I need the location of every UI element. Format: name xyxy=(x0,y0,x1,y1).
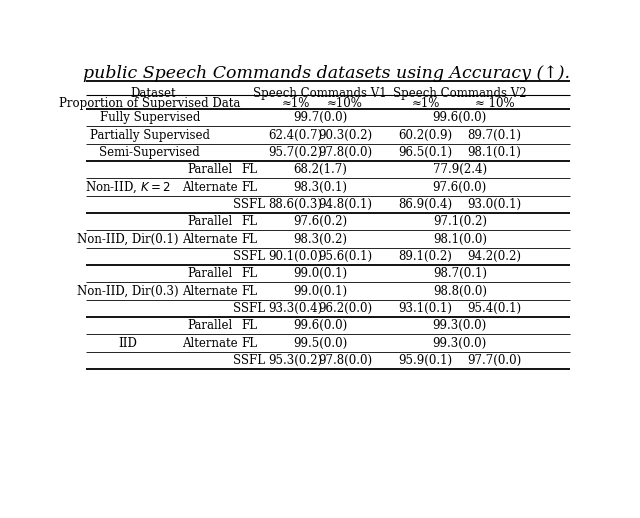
Text: 99.6(0.0): 99.6(0.0) xyxy=(433,111,487,124)
Text: FL: FL xyxy=(241,284,257,297)
Text: 98.1(0.0): 98.1(0.0) xyxy=(433,233,487,246)
Text: Proportion of Supervised Data: Proportion of Supervised Data xyxy=(59,97,241,110)
Text: 99.5(0.0): 99.5(0.0) xyxy=(293,337,348,350)
Text: Parallel: Parallel xyxy=(188,319,233,332)
Text: Alternate: Alternate xyxy=(182,284,238,297)
Text: 89.7(0.1): 89.7(0.1) xyxy=(468,128,522,141)
Text: Parallel: Parallel xyxy=(188,163,233,176)
Text: 96.2(0.0): 96.2(0.0) xyxy=(318,302,372,315)
Text: 98.3(0.2): 98.3(0.2) xyxy=(293,233,348,246)
Text: 99.0(0.1): 99.0(0.1) xyxy=(293,284,348,297)
Text: SSFL: SSFL xyxy=(233,198,265,211)
Text: 90.3(0.2): 90.3(0.2) xyxy=(318,128,372,141)
Text: ≈1%: ≈1% xyxy=(281,97,310,110)
Text: Non-IID, Dir(0.3): Non-IID, Dir(0.3) xyxy=(77,284,179,297)
Text: Alternate: Alternate xyxy=(182,233,238,246)
Text: FL: FL xyxy=(241,215,257,228)
Text: 99.3(0.0): 99.3(0.0) xyxy=(433,319,487,332)
Text: 62.4(0.7): 62.4(0.7) xyxy=(268,128,323,141)
Text: 77.9(2.4): 77.9(2.4) xyxy=(433,163,487,176)
Text: Alternate: Alternate xyxy=(182,337,238,350)
Text: 89.1(0.2): 89.1(0.2) xyxy=(399,250,452,263)
Text: public Speech Commands datasets using Accuracy (↑).: public Speech Commands datasets using Ac… xyxy=(83,65,570,82)
Text: 97.8(0.0): 97.8(0.0) xyxy=(318,354,372,367)
Text: 88.6(0.3): 88.6(0.3) xyxy=(268,198,323,211)
Text: Non-IID, $K = 2$: Non-IID, $K = 2$ xyxy=(85,179,171,195)
Text: Fully Supervised: Fully Supervised xyxy=(100,111,200,124)
Text: SSFL: SSFL xyxy=(233,354,265,367)
Text: 90.1(0.0): 90.1(0.0) xyxy=(268,250,323,263)
Text: SSFL: SSFL xyxy=(233,302,265,315)
Text: ≈1%: ≈1% xyxy=(412,97,440,110)
Text: 96.5(0.1): 96.5(0.1) xyxy=(399,146,452,159)
Text: Parallel: Parallel xyxy=(188,215,233,228)
Text: 95.4(0.1): 95.4(0.1) xyxy=(468,302,522,315)
Text: 97.6(0.2): 97.6(0.2) xyxy=(293,215,348,228)
Text: 97.8(0.0): 97.8(0.0) xyxy=(318,146,372,159)
Text: 98.7(0.1): 98.7(0.1) xyxy=(433,267,487,280)
Text: ≈10%: ≈10% xyxy=(327,97,363,110)
Text: FL: FL xyxy=(241,163,257,176)
Text: 68.2(1.7): 68.2(1.7) xyxy=(293,163,347,176)
Text: Semi-Supervised: Semi-Supervised xyxy=(99,146,200,159)
Text: 99.7(0.0): 99.7(0.0) xyxy=(293,111,348,124)
Text: 98.3(0.1): 98.3(0.1) xyxy=(293,181,348,194)
Text: FL: FL xyxy=(241,267,257,280)
Text: 60.2(0.9): 60.2(0.9) xyxy=(399,128,452,141)
Text: 93.1(0.1): 93.1(0.1) xyxy=(399,302,452,315)
Text: SSFL: SSFL xyxy=(233,250,265,263)
Text: ≈ 10%: ≈ 10% xyxy=(475,97,515,110)
Text: Alternate: Alternate xyxy=(182,181,238,194)
Text: 98.8(0.0): 98.8(0.0) xyxy=(433,284,487,297)
Text: FL: FL xyxy=(241,181,257,194)
Text: Parallel: Parallel xyxy=(188,267,233,280)
Text: 99.6(0.0): 99.6(0.0) xyxy=(293,319,348,332)
Text: FL: FL xyxy=(241,233,257,246)
Text: FL: FL xyxy=(241,337,257,350)
Text: 99.3(0.0): 99.3(0.0) xyxy=(433,337,487,350)
Text: Dataset: Dataset xyxy=(131,87,177,100)
Text: IID: IID xyxy=(118,337,138,350)
Text: 95.7(0.2): 95.7(0.2) xyxy=(268,146,323,159)
Text: 94.8(0.1): 94.8(0.1) xyxy=(318,198,372,211)
Text: 93.3(0.4): 93.3(0.4) xyxy=(268,302,323,315)
Text: 86.9(0.4): 86.9(0.4) xyxy=(399,198,452,211)
Text: 97.7(0.0): 97.7(0.0) xyxy=(467,354,522,367)
Text: Non-IID, Dir(0.1): Non-IID, Dir(0.1) xyxy=(77,233,179,246)
Text: 97.1(0.2): 97.1(0.2) xyxy=(433,215,487,228)
Text: 95.3(0.2): 95.3(0.2) xyxy=(268,354,323,367)
Text: 95.9(0.1): 95.9(0.1) xyxy=(399,354,452,367)
Text: Partially Supervised: Partially Supervised xyxy=(90,128,210,141)
Text: 99.0(0.1): 99.0(0.1) xyxy=(293,267,348,280)
Text: Speech Commands V1: Speech Commands V1 xyxy=(253,87,387,100)
Text: 98.1(0.1): 98.1(0.1) xyxy=(468,146,522,159)
Text: FL: FL xyxy=(241,319,257,332)
Text: 93.0(0.1): 93.0(0.1) xyxy=(468,198,522,211)
Text: 95.6(0.1): 95.6(0.1) xyxy=(318,250,372,263)
Text: Speech Commands V2: Speech Commands V2 xyxy=(393,87,527,100)
Text: 94.2(0.2): 94.2(0.2) xyxy=(468,250,522,263)
Text: 97.6(0.0): 97.6(0.0) xyxy=(433,181,487,194)
